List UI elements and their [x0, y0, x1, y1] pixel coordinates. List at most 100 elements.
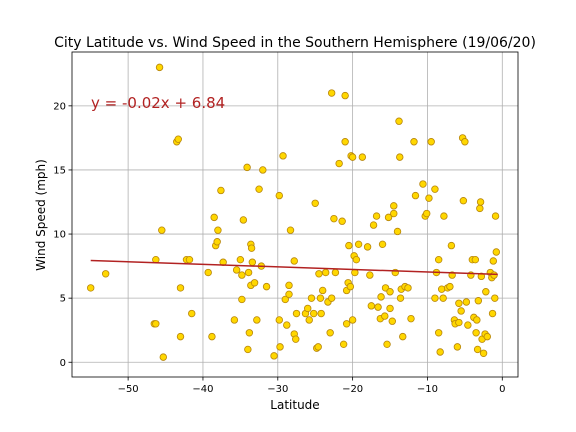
- data-point: [283, 321, 291, 329]
- data-point: [204, 268, 212, 277]
- data-point: [437, 285, 446, 293]
- data-point: [311, 199, 319, 207]
- data-point: [440, 212, 448, 220]
- axis-ticks: −50 −40 −30 −20 −10 0 0 5 10 15 20: [53, 101, 505, 395]
- data-point: [213, 238, 221, 246]
- data-point: [279, 152, 287, 160]
- x-tick-label: −20: [342, 384, 363, 395]
- data-point: [243, 163, 251, 172]
- data-point: [390, 209, 398, 218]
- data-point: [315, 270, 323, 278]
- data-point: [270, 352, 278, 360]
- y-tick-label: 0: [60, 358, 66, 369]
- data-point: [378, 240, 387, 249]
- data-point: [101, 270, 110, 278]
- data-point: [318, 286, 327, 295]
- data-point: [399, 332, 407, 341]
- data-point: [348, 153, 357, 161]
- data-point: [386, 304, 394, 313]
- data-point: [447, 241, 456, 250]
- data-point: [348, 316, 357, 324]
- data-point: [259, 166, 267, 174]
- data-point: [217, 186, 225, 195]
- data-point: [457, 307, 465, 315]
- data-point: [473, 345, 482, 354]
- data-point: [491, 294, 499, 302]
- data-point: [281, 295, 289, 304]
- regression-equation-label: y = -0.02x + 6.84: [91, 94, 225, 112]
- data-point: [176, 284, 185, 292]
- data-point: [188, 309, 196, 318]
- data-point: [474, 297, 483, 305]
- data-point: [363, 243, 372, 251]
- data-point: [210, 213, 218, 222]
- data-point: [236, 255, 245, 264]
- data-point: [472, 329, 480, 337]
- data-point: [471, 255, 480, 264]
- regression-line-group: [90, 259, 498, 276]
- data-point: [488, 309, 497, 318]
- data-point: [345, 241, 353, 250]
- data-point: [250, 279, 259, 287]
- data-point: [367, 302, 376, 310]
- data-point: [377, 293, 385, 301]
- data-point: [388, 317, 396, 325]
- data-point: [330, 214, 338, 223]
- data-point: [155, 63, 164, 72]
- data-point: [214, 226, 222, 234]
- data-point: [395, 117, 403, 125]
- data-point: [247, 244, 256, 252]
- data-point: [425, 194, 433, 202]
- data-point: [396, 153, 404, 161]
- data-point: [307, 294, 316, 302]
- data-point: [423, 209, 431, 218]
- data-point: [326, 329, 334, 337]
- data-point: [434, 255, 443, 264]
- data-point: [248, 258, 257, 266]
- data-point: [396, 294, 405, 302]
- data-point: [358, 153, 367, 161]
- data-point: [342, 320, 351, 328]
- data-point: [305, 316, 313, 324]
- data-point: [253, 316, 261, 324]
- x-tick-label: −50: [118, 384, 139, 395]
- data-point: [462, 298, 471, 306]
- data-point: [275, 191, 283, 200]
- data-point: [374, 303, 382, 311]
- data-point: [419, 180, 427, 188]
- data-point: [238, 295, 246, 304]
- data-point: [292, 309, 301, 318]
- data-point: [230, 316, 239, 324]
- data-point: [341, 91, 349, 100]
- data-point: [159, 353, 167, 361]
- x-tick-label: −40: [192, 384, 213, 395]
- x-tick-label: −10: [417, 384, 438, 395]
- data-point: [431, 294, 439, 302]
- data-point: [383, 340, 391, 349]
- data-point: [290, 257, 298, 265]
- data-point: [335, 159, 343, 168]
- regression-line: [90, 259, 498, 276]
- data-point: [407, 314, 415, 323]
- x-axis-title: Latitude: [270, 398, 319, 412]
- data-point: [354, 240, 363, 249]
- data-point: [338, 217, 346, 225]
- data-point: [176, 332, 185, 341]
- data-point: [276, 343, 284, 351]
- data-point: [434, 329, 443, 337]
- data-point: [381, 312, 389, 320]
- data-point: [245, 329, 254, 337]
- y-tick-label: 5: [60, 294, 66, 305]
- y-tick-label: 15: [53, 165, 66, 176]
- data-point: [174, 135, 182, 143]
- data-point: [489, 257, 498, 265]
- data-point: [461, 138, 469, 146]
- data-point: [331, 268, 340, 277]
- data-point: [304, 304, 312, 313]
- data-point: [314, 343, 322, 351]
- data-point: [482, 288, 490, 296]
- data-point: [427, 138, 435, 146]
- data-point: [346, 282, 355, 291]
- data-point: [473, 316, 481, 324]
- data-point: [185, 255, 194, 264]
